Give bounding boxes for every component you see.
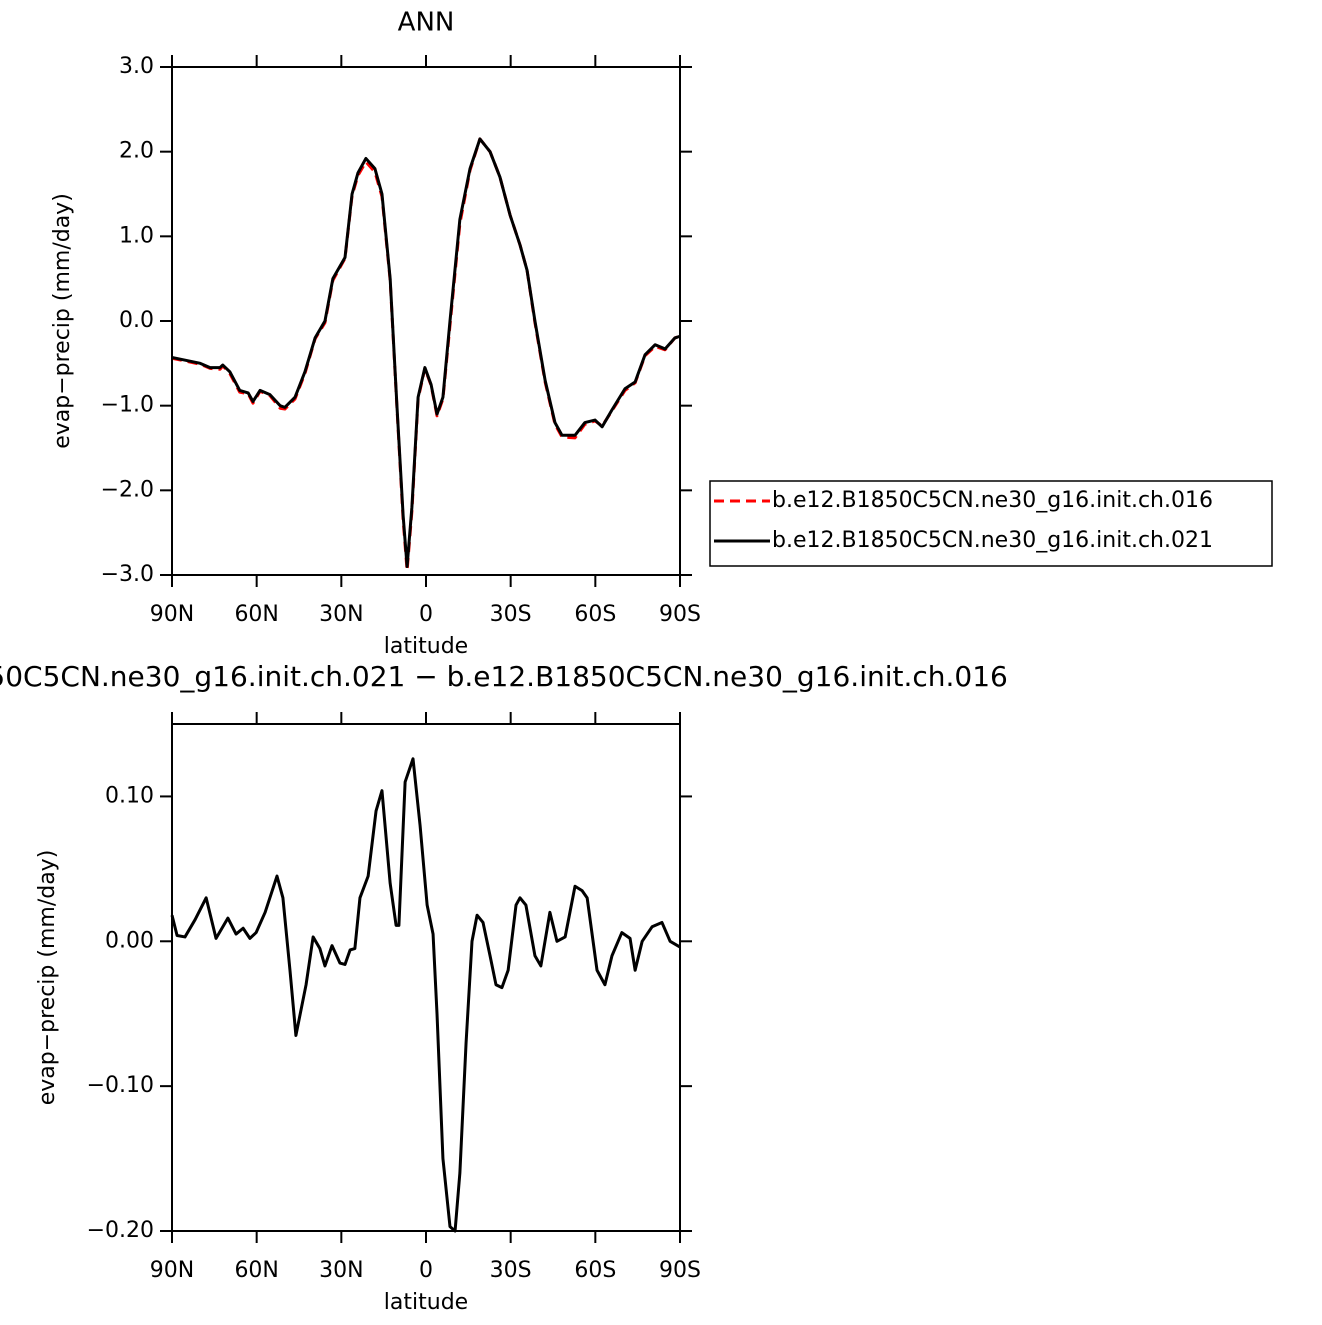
x-tick-label: 90N: [150, 1258, 194, 1283]
y-tick-label: 0.00: [105, 928, 154, 953]
x-tick-label: 0: [419, 602, 433, 627]
chart-title: b.e12.B1850C5CN.ne30_g16.init.ch.021 − b…: [0, 660, 1008, 693]
x-axis-label: latitude: [384, 634, 468, 659]
x-tick-label: 90N: [150, 602, 194, 627]
x-tick-label: 0: [419, 1258, 433, 1283]
y-axis-label: evap−precip (mm/day): [50, 193, 75, 449]
x-tick-label: 90S: [659, 602, 701, 627]
y-tick-label: −0.20: [87, 1218, 154, 1243]
x-tick-label: 60S: [574, 1258, 616, 1283]
plot-frame: [171, 723, 681, 1232]
y-tick-label: −0.10: [87, 1073, 154, 1098]
x-tick-label: 30S: [490, 1258, 532, 1283]
y-tick-label: 0.10: [105, 783, 154, 808]
plot-frame: [171, 66, 681, 576]
y-tick-label: 2.0: [119, 139, 154, 164]
chart-title: ANN: [398, 8, 455, 38]
y-tick-label: 0.0: [119, 308, 154, 333]
x-tick-label: 60S: [574, 602, 616, 627]
series-line: [171, 137, 681, 569]
x-tick-label: 30N: [319, 1258, 363, 1283]
x-axis-label: latitude: [384, 1290, 468, 1315]
y-tick-label: −3.0: [101, 562, 154, 587]
y-tick-label: 3.0: [119, 54, 154, 79]
x-tick-label: 90S: [659, 1258, 701, 1283]
legend-box: [709, 480, 1273, 567]
x-tick-label: 60N: [234, 1258, 278, 1283]
series-line: [170, 757, 681, 1233]
legend-label: b.e12.B1850C5CN.ne30_g16.init.ch.021: [772, 528, 1213, 553]
x-tick-label: 30N: [319, 602, 363, 627]
y-tick-label: −2.0: [101, 477, 154, 502]
legend-label: b.e12.B1850C5CN.ne30_g16.init.ch.016: [772, 488, 1213, 513]
x-tick-label: 30S: [490, 602, 532, 627]
series-line: [171, 137, 681, 573]
y-tick-label: 1.0: [119, 223, 154, 248]
y-axis-label: evap−precip (mm/day): [35, 850, 60, 1106]
y-tick-label: −1.0: [101, 393, 154, 418]
x-tick-label: 60N: [234, 602, 278, 627]
